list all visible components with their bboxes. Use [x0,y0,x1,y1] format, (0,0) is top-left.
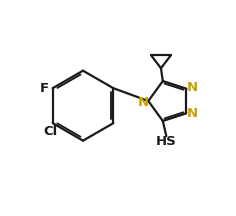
Text: N: N [138,96,149,109]
Text: N: N [187,81,198,94]
Text: HS: HS [156,135,177,148]
Text: F: F [39,82,48,95]
Text: Cl: Cl [43,125,58,138]
Text: N: N [187,107,198,120]
